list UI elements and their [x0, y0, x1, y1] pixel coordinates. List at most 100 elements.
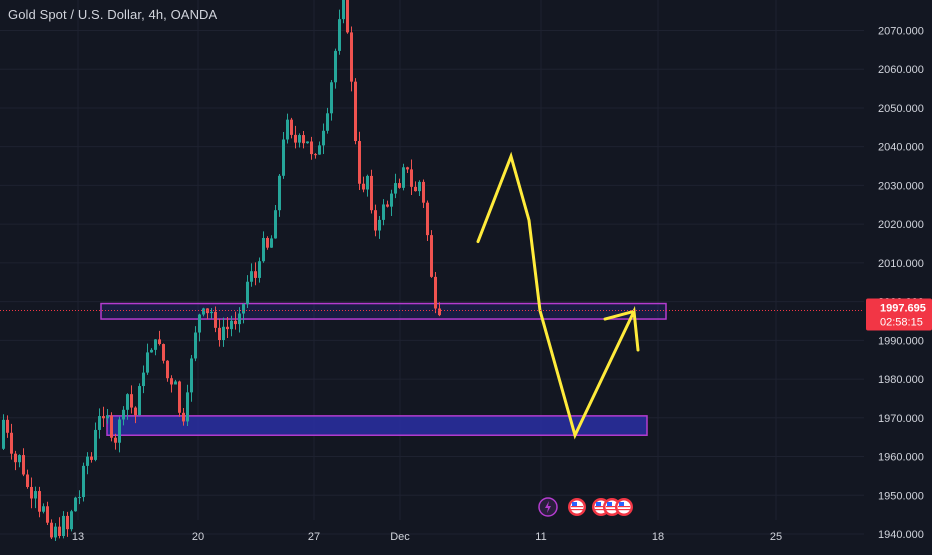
- y-tick-label: 2010.000: [878, 258, 924, 270]
- candle-body: [294, 134, 297, 143]
- candle-body: [278, 175, 281, 211]
- candle-body: [246, 281, 249, 305]
- candle-body: [262, 237, 265, 262]
- candle-body: [98, 416, 101, 430]
- candle-body: [22, 455, 25, 475]
- candle-body: [374, 210, 377, 231]
- candle-body: [162, 344, 165, 361]
- us-flag-icon-stripe: [595, 506, 607, 508]
- candle-body: [178, 381, 181, 413]
- candle-body: [338, 19, 341, 51]
- price-badge-countdown: 02:58:15: [880, 317, 923, 329]
- candle-body: [402, 167, 405, 188]
- candle-body: [330, 82, 333, 114]
- candle-body: [234, 320, 237, 325]
- candle-body: [358, 141, 361, 184]
- candle-body: [254, 271, 257, 278]
- y-tick-label: 2050.000: [878, 103, 924, 115]
- y-tick-label: 2070.000: [878, 25, 924, 37]
- lightning-icon-bolt: [545, 501, 551, 513]
- candle-body: [26, 474, 29, 487]
- projection-path: [476, 151, 542, 313]
- candle-body: [6, 419, 9, 433]
- candle-body: [430, 235, 433, 277]
- candle-body: [78, 497, 81, 499]
- candle-body: [282, 139, 285, 176]
- candle-body: [238, 313, 241, 325]
- candle-body: [82, 465, 85, 498]
- projection-annotations: [476, 151, 640, 440]
- candle-body: [30, 486, 33, 499]
- candle-body: [414, 186, 417, 192]
- candle-body: [354, 81, 357, 142]
- y-tick-label: 2020.000: [878, 219, 924, 231]
- candles: [2, 0, 441, 541]
- y-tick-label: 1990.000: [878, 335, 924, 347]
- us-flag-icon-stripe: [595, 509, 607, 511]
- candle-body: [114, 437, 117, 443]
- us-flag-icon-stripe: [571, 506, 583, 508]
- us-flag-icon-canton: [596, 502, 601, 506]
- candle-body: [242, 304, 245, 314]
- candle-body: [14, 453, 17, 463]
- candle-body: [154, 339, 157, 350]
- projection-path: [538, 305, 640, 440]
- x-tick-label: Dec: [390, 531, 410, 543]
- candle-body: [322, 130, 325, 146]
- candle-body: [270, 238, 273, 248]
- price-badge-value: 1997.695: [880, 303, 926, 315]
- candle-body: [366, 175, 369, 190]
- candle-body: [190, 358, 193, 393]
- candle-body: [186, 392, 189, 422]
- x-tick-label: 20: [192, 531, 204, 543]
- support-zone: [100, 302, 667, 320]
- candle-body: [42, 506, 45, 512]
- event-icons: [538, 497, 633, 517]
- y-tick-label: 2040.000: [878, 142, 924, 154]
- us-flag-icon: [568, 498, 586, 516]
- candle-body: [110, 415, 113, 438]
- us-flag-icon-canton: [572, 502, 577, 506]
- candle-body: [66, 515, 69, 530]
- candle-body: [410, 169, 413, 187]
- candle-body: [50, 522, 53, 538]
- candle-body: [386, 204, 389, 207]
- candle-body: [122, 409, 125, 420]
- candle-body: [390, 193, 393, 207]
- x-tick-label: 18: [652, 531, 664, 543]
- candle-body: [102, 416, 105, 419]
- candle-body: [74, 497, 77, 512]
- candle-body: [170, 378, 173, 385]
- candle-body: [274, 210, 277, 239]
- candle-body: [58, 526, 61, 536]
- candle-body: [134, 407, 137, 416]
- candle-body: [118, 419, 121, 443]
- time-axis[interactable]: 13 20 27 Dec 11 18 25: [72, 531, 782, 543]
- candle-body: [350, 32, 353, 82]
- us-flag-icon-stripe: [606, 506, 618, 508]
- y-tick-label: 2060.000: [878, 64, 924, 76]
- us-flag-icon-canton: [607, 502, 612, 506]
- projection-arrow-head: [603, 309, 636, 321]
- candle-body: [218, 327, 221, 341]
- candle-body: [334, 50, 337, 83]
- x-tick-label: 25: [770, 531, 782, 543]
- lightning-icon: [538, 497, 558, 517]
- x-tick-label: 13: [72, 531, 84, 543]
- us-flag-icon-stripe: [571, 509, 583, 511]
- candle-body: [314, 154, 317, 156]
- candle-body: [130, 394, 133, 408]
- candle-body: [258, 261, 261, 278]
- candle-body: [174, 381, 177, 385]
- candle-body: [198, 314, 201, 333]
- support-zone: [106, 415, 648, 436]
- candle-body: [434, 276, 437, 309]
- candle-body: [298, 135, 301, 143]
- candle-body: [406, 167, 409, 170]
- candle-body: [286, 119, 289, 140]
- candle-body: [394, 183, 397, 194]
- candle-body: [34, 491, 37, 499]
